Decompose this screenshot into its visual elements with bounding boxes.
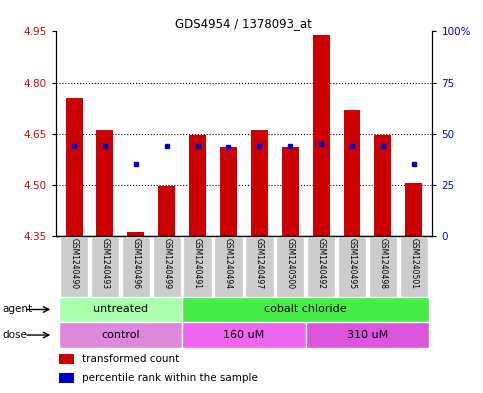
Bar xyxy=(59,373,74,383)
Bar xyxy=(97,130,114,236)
Bar xyxy=(405,183,422,236)
Bar xyxy=(245,236,273,297)
Text: agent: agent xyxy=(2,305,32,314)
Text: untreated: untreated xyxy=(93,305,148,314)
Text: control: control xyxy=(101,330,140,340)
Bar xyxy=(128,232,144,236)
Text: GSM1240493: GSM1240493 xyxy=(100,238,110,289)
Bar xyxy=(307,236,335,297)
Bar xyxy=(59,354,74,364)
Text: cobalt chloride: cobalt chloride xyxy=(264,305,347,314)
Bar xyxy=(399,236,428,297)
Text: GSM1240496: GSM1240496 xyxy=(131,238,141,289)
Title: GDS4954 / 1378093_at: GDS4954 / 1378093_at xyxy=(175,17,313,30)
Bar xyxy=(153,236,181,297)
Bar xyxy=(182,297,429,322)
Text: GSM1240491: GSM1240491 xyxy=(193,238,202,288)
Bar xyxy=(276,236,304,297)
Text: transformed count: transformed count xyxy=(82,354,179,364)
Bar xyxy=(66,98,83,236)
Text: 160 uM: 160 uM xyxy=(223,330,265,340)
Bar xyxy=(122,236,150,297)
Bar xyxy=(91,236,119,297)
Text: percentile rank within the sample: percentile rank within the sample xyxy=(82,373,258,383)
Text: GSM1240499: GSM1240499 xyxy=(162,238,171,289)
Bar xyxy=(343,110,360,236)
Bar xyxy=(282,147,298,236)
Text: GSM1240498: GSM1240498 xyxy=(378,238,387,288)
Text: GSM1240497: GSM1240497 xyxy=(255,238,264,289)
Bar xyxy=(313,35,329,236)
Text: GSM1240494: GSM1240494 xyxy=(224,238,233,289)
Text: GSM1240500: GSM1240500 xyxy=(286,238,295,289)
Text: GSM1240501: GSM1240501 xyxy=(409,238,418,288)
Bar xyxy=(158,186,175,236)
Bar xyxy=(214,236,242,297)
Text: GSM1240490: GSM1240490 xyxy=(70,238,79,289)
Text: 310 uM: 310 uM xyxy=(347,330,388,340)
Bar xyxy=(369,236,397,297)
Bar xyxy=(182,322,306,348)
Text: dose: dose xyxy=(2,330,28,340)
Bar xyxy=(338,236,366,297)
Bar xyxy=(251,130,268,236)
Bar xyxy=(220,147,237,236)
Bar xyxy=(58,297,182,322)
Bar xyxy=(58,322,182,348)
Bar xyxy=(374,135,391,236)
Bar xyxy=(189,135,206,236)
Bar xyxy=(60,236,88,297)
Text: GSM1240495: GSM1240495 xyxy=(347,238,356,289)
Bar xyxy=(306,322,429,348)
Bar xyxy=(184,236,212,297)
Text: GSM1240492: GSM1240492 xyxy=(317,238,326,288)
